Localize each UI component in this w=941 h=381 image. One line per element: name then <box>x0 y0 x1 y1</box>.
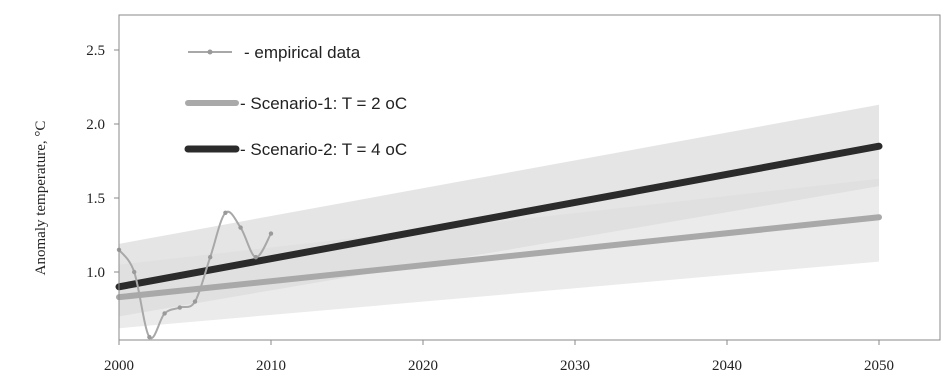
empirical-point-2003 <box>162 311 167 316</box>
uncertainty-bands <box>119 104 879 329</box>
x-tick-label: 2010 <box>256 358 286 374</box>
empirical-point-2009 <box>253 255 258 260</box>
x-axis: 2000 2010 2020 2030 2040 2050 <box>104 340 894 374</box>
empirical-point-2006 <box>208 255 213 260</box>
line-scenario-1 <box>116 214 882 301</box>
x-tick-label: 2000 <box>104 358 134 374</box>
plot-frame <box>118 14 941 341</box>
empirical-point-2001 <box>132 269 137 275</box>
y-tick-label: 1.5 <box>86 191 105 207</box>
x-tick-label: 2020 <box>408 358 438 374</box>
series-layer <box>115 142 883 340</box>
x-tick-label: 2050 <box>864 358 894 374</box>
line-scenario-2 <box>115 142 883 291</box>
y-axis: 1.0 1.5 2.0 2.5 <box>86 43 119 281</box>
empirical-point-2010 <box>268 231 274 236</box>
band-scenario-2 <box>119 104 879 317</box>
legend-label-1: - Scenario-1: T = 2 oC <box>240 94 407 113</box>
empirical-point-2008 <box>238 225 243 230</box>
legend-marker-empirical <box>207 49 213 55</box>
legend-label-0: - empirical data <box>244 43 361 62</box>
y-tick-label: 1.0 <box>86 265 105 281</box>
y-tick-label: 2.5 <box>86 43 105 59</box>
x-tick-label: 2030 <box>560 358 590 374</box>
y-tick-label: 2.0 <box>86 117 105 133</box>
empirical-point-2007 <box>223 210 228 215</box>
empirical-point-2004 <box>177 305 182 310</box>
legend: - empirical data - Scenario-1: T = 2 oC - … <box>184 43 407 159</box>
empirical-point-2005 <box>192 299 198 304</box>
x-tick-label: 2040 <box>712 358 742 374</box>
y-axis-title: Anomaly temperature, °C <box>33 121 49 276</box>
empirical-point-2002 <box>147 334 152 340</box>
legend-label-2: - Scenario-2: T = 4 oC <box>240 140 407 159</box>
